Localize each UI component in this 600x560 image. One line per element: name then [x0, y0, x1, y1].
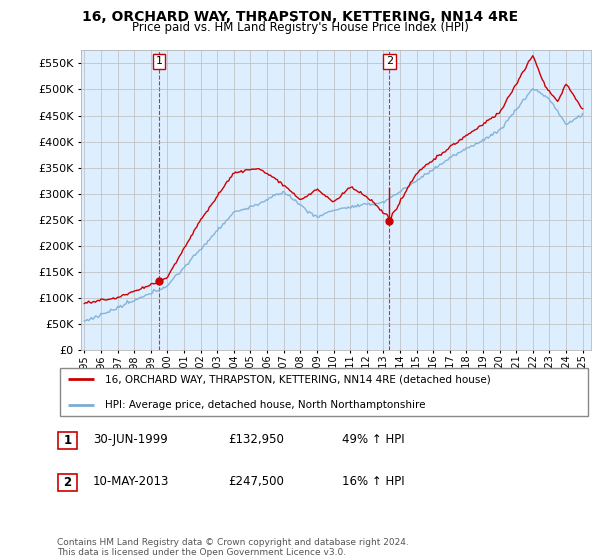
- FancyBboxPatch shape: [59, 368, 589, 416]
- Text: HPI: Average price, detached house, North Northamptonshire: HPI: Average price, detached house, Nort…: [105, 400, 425, 409]
- FancyBboxPatch shape: [58, 432, 77, 449]
- Text: 30-JUN-1999: 30-JUN-1999: [93, 433, 168, 446]
- Text: Contains HM Land Registry data © Crown copyright and database right 2024.
This d: Contains HM Land Registry data © Crown c…: [57, 538, 409, 557]
- Text: 16, ORCHARD WAY, THRAPSTON, KETTERING, NN14 4RE (detached house): 16, ORCHARD WAY, THRAPSTON, KETTERING, N…: [105, 375, 491, 384]
- Text: £247,500: £247,500: [228, 475, 284, 488]
- FancyBboxPatch shape: [58, 474, 77, 491]
- Text: 49% ↑ HPI: 49% ↑ HPI: [342, 433, 404, 446]
- Text: 1: 1: [64, 433, 71, 447]
- Text: Price paid vs. HM Land Registry's House Price Index (HPI): Price paid vs. HM Land Registry's House …: [131, 21, 469, 34]
- Text: 16% ↑ HPI: 16% ↑ HPI: [342, 475, 404, 488]
- Text: 16, ORCHARD WAY, THRAPSTON, KETTERING, NN14 4RE: 16, ORCHARD WAY, THRAPSTON, KETTERING, N…: [82, 10, 518, 24]
- Text: 2: 2: [64, 475, 71, 489]
- Text: 10-MAY-2013: 10-MAY-2013: [93, 475, 169, 488]
- Text: £132,950: £132,950: [228, 433, 284, 446]
- Text: 1: 1: [155, 57, 163, 67]
- Text: 2: 2: [386, 57, 393, 67]
